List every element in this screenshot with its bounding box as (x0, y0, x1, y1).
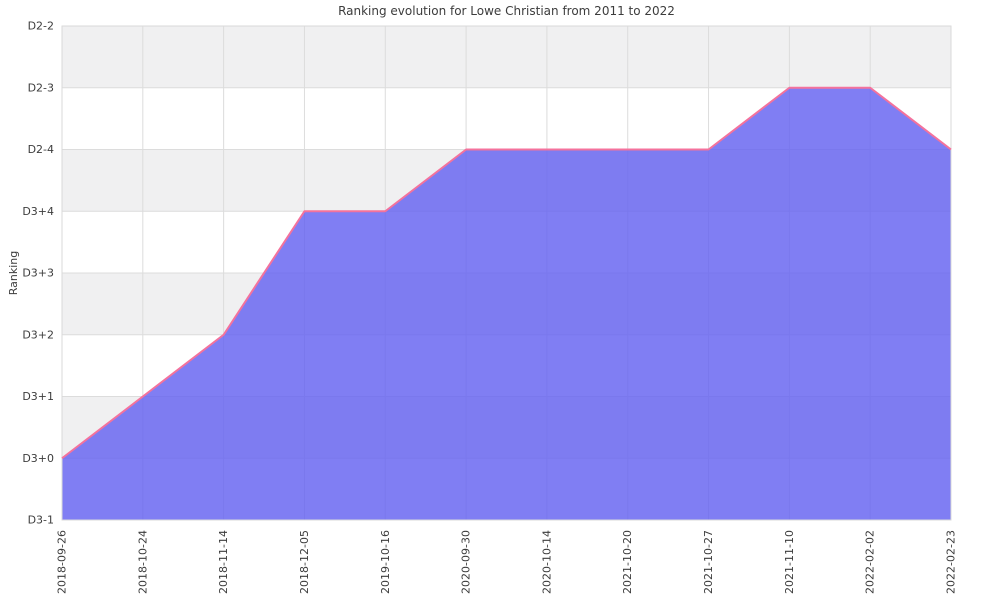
y-tick-label: D3+2 (22, 328, 54, 341)
chart-title: Ranking evolution for Lowe Christian fro… (338, 4, 675, 18)
x-tick-label: 2018-12-05 (298, 530, 311, 594)
y-tick-label: D3-1 (28, 514, 54, 527)
x-tick-label: 2018-11-14 (217, 530, 230, 594)
y-tick-label: D2-4 (28, 143, 54, 156)
x-tick-label: 2019-10-16 (379, 530, 392, 594)
y-tick-label: D2-2 (28, 20, 54, 33)
x-tick-label: 2020-10-14 (540, 530, 553, 594)
x-tick-label: 2021-10-20 (621, 530, 634, 594)
band-row (62, 26, 951, 88)
y-tick-label: D3+1 (22, 390, 54, 403)
x-tick-label: 2022-02-23 (945, 530, 958, 594)
x-tick-label: 2018-09-26 (56, 530, 69, 594)
y-tick-label: D3+0 (22, 452, 54, 465)
x-tick-label: 2021-10-27 (702, 530, 715, 594)
y-tick-label: D2-3 (28, 81, 54, 94)
y-tick-label: D3+4 (22, 205, 54, 218)
plot-border (61, 25, 952, 521)
x-tick-label: 2021-11-10 (783, 530, 796, 594)
ranking-area-fill (62, 87, 951, 520)
ranking-line (61, 86, 952, 460)
x-tick-label: 2022-02-02 (864, 530, 877, 594)
x-tick-label: 2018-10-24 (136, 530, 149, 594)
x-tick-label: 2020-09-30 (460, 530, 473, 594)
y-tick-label: D3+3 (22, 267, 54, 280)
